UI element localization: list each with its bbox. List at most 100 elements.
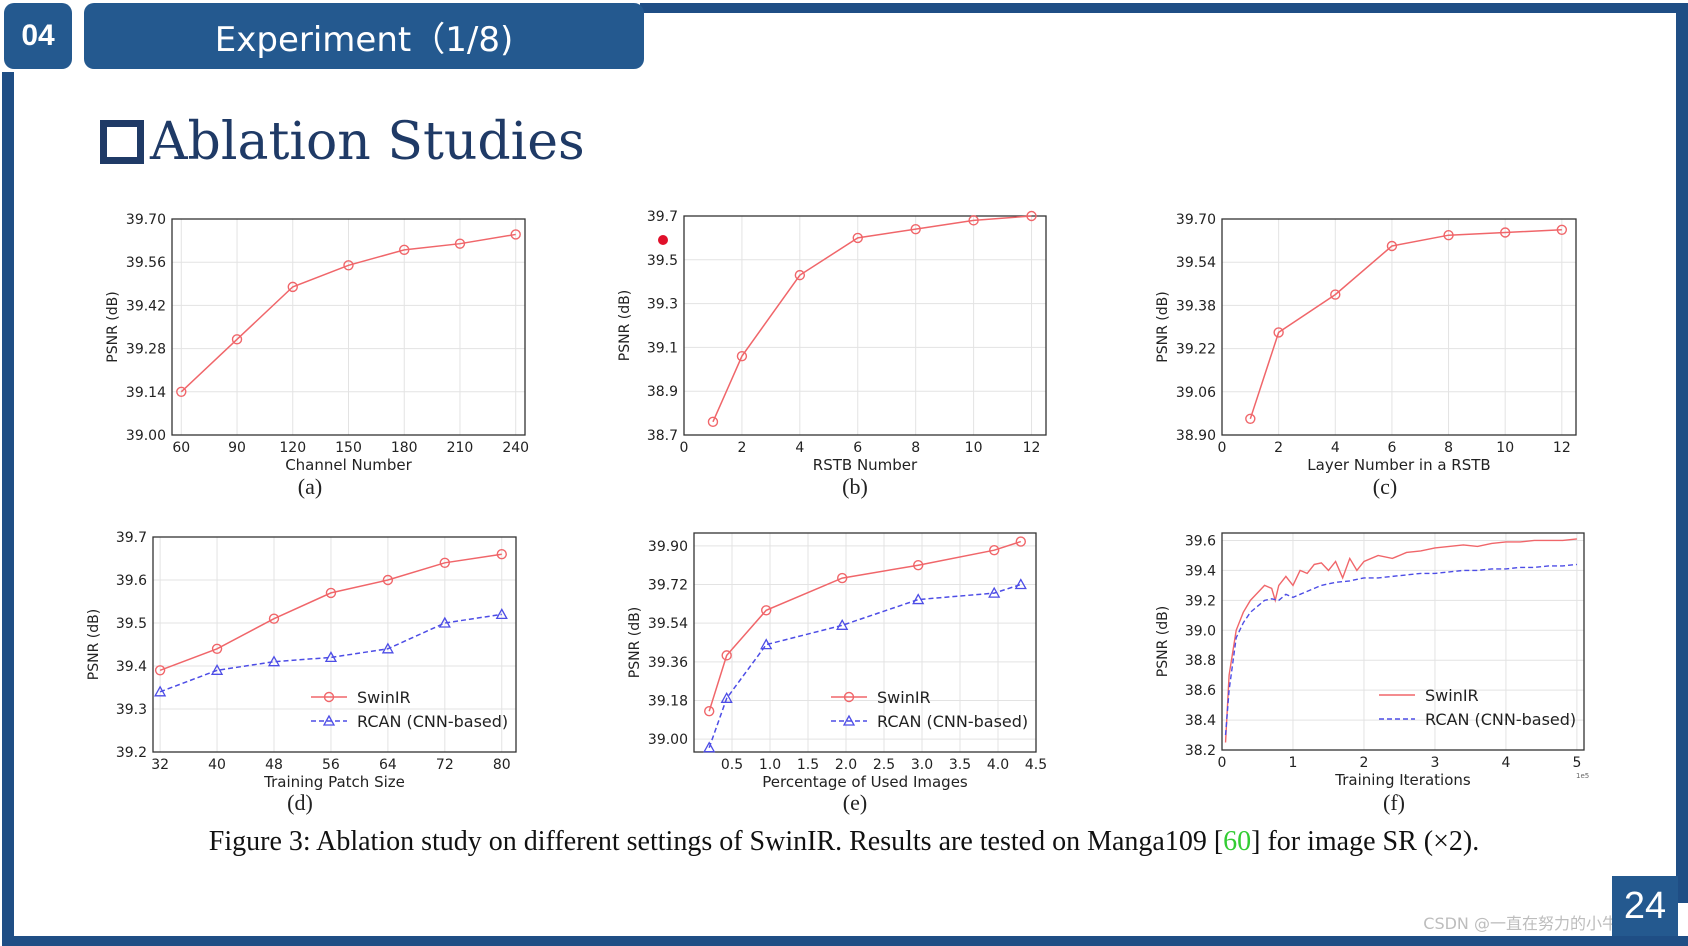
y-tick-label: 39.6 — [1185, 533, 1216, 549]
x-tick-label: 4 — [1331, 440, 1340, 456]
data-point-swinir — [211, 643, 223, 654]
x-tick-label: 10 — [965, 440, 983, 456]
x-axis-label: Percentage of Used Images — [762, 773, 968, 791]
y-tick-label: 39.06 — [1176, 385, 1216, 401]
data-point-swinir — [989, 544, 1000, 556]
y-tick-label: 39.3 — [647, 297, 678, 313]
y-axis-label: PSNR (dB) — [1155, 291, 1171, 362]
legend-label-swinir: SwinIR — [357, 688, 411, 707]
page-number: 24 — [1612, 876, 1678, 936]
plot-frame — [1221, 532, 1585, 751]
data-point-rcan — [438, 616, 451, 628]
x-tick-label: 12 — [1553, 440, 1571, 456]
y-tick-label: 39.4 — [116, 659, 147, 675]
x-tick-label: 4 — [1501, 755, 1510, 771]
data-point-swinir — [1443, 229, 1454, 241]
x-tick-label: 4 — [795, 440, 804, 456]
x-tick-label: 32 — [151, 757, 169, 773]
x-tick-label: 8 — [1444, 440, 1453, 456]
x-axis-label: Training Iterations — [1334, 771, 1471, 789]
frame-right-bar — [1676, 3, 1688, 903]
slide-title: Experiment（1/8) — [84, 3, 644, 69]
x-tick-label: 2.5 — [873, 757, 895, 773]
caption-suffix: ] for image SR (×2). — [1251, 826, 1480, 857]
y-tick-label: 39.72 — [648, 578, 688, 594]
series-line-swinir — [712, 215, 1032, 423]
data-point-rcan — [210, 663, 224, 675]
data-point-swinir — [968, 215, 979, 226]
data-point-swinir — [761, 605, 772, 616]
y-tick-label: 39.0 — [1185, 623, 1216, 639]
x-tick-label: 2 — [737, 440, 746, 456]
legend-marker-swinir — [323, 691, 335, 703]
y-tick-label: 39.3 — [116, 702, 147, 718]
subfigure-label: (d) — [287, 790, 313, 815]
x-tick-label: 72 — [436, 757, 454, 773]
y-tick-label: 39.2 — [116, 745, 147, 761]
x-tick-label: 180 — [391, 440, 418, 456]
x-tick-label: 1.0 — [759, 757, 781, 773]
data-point-rcan — [495, 608, 508, 620]
data-point-swinir — [1015, 536, 1026, 547]
y-tick-label: 39.2 — [1185, 593, 1216, 609]
data-point-swinir — [721, 650, 732, 661]
x-tick-label: 48 — [265, 757, 283, 773]
x-axis-label: Channel Number — [285, 456, 412, 474]
y-tick-label: 39.14 — [126, 385, 166, 401]
y-tick-label: 38.2 — [1185, 743, 1216, 759]
y-tick-label: 39.36 — [648, 655, 688, 671]
y-tick-label: 39.70 — [1176, 212, 1216, 228]
data-point-swinir — [1386, 240, 1398, 252]
x-tick-label: 3 — [1430, 755, 1439, 771]
data-point-rcan — [836, 618, 849, 630]
legend-label-swinir: SwinIR — [877, 688, 931, 707]
chart-a: 60 90 120 150 180 210 240 39.00 39.14 39.28 39.42 3… — [105, 212, 529, 499]
y-tick-label: 39.70 — [126, 212, 166, 228]
square-bullet-icon — [100, 120, 144, 164]
section-number-badge: 04 — [4, 3, 72, 69]
x-tick-label: 90 — [228, 440, 246, 456]
x-tick-label: 0 — [1218, 440, 1227, 456]
y-tick-label: 38.8 — [1185, 653, 1216, 669]
data-point-swinir — [736, 350, 748, 362]
x-tick-label: 2.0 — [835, 757, 857, 773]
x-axis-label: Layer Number in a RSTB — [1307, 456, 1490, 474]
x-tick-label: 0 — [1218, 755, 1227, 771]
series-line-swinir — [1224, 538, 1577, 743]
caption-reference-link[interactable]: 60 — [1223, 826, 1252, 857]
data-point-swinir — [154, 665, 166, 676]
data-point-swinir — [496, 549, 507, 560]
chart-f: 0 1 2 3 4 5 38.2 38.4 38.6 38.8 39.0 39.2 39.4 39.6 Tr… — [1155, 532, 1589, 815]
y-tick-label: 39.5 — [116, 616, 147, 632]
y-tick-label: 38.90 — [1176, 428, 1216, 444]
y-tick-label: 39.7 — [647, 209, 678, 225]
y-tick-label: 39.22 — [1176, 342, 1216, 358]
y-axis-label: PSNR (dB) — [617, 290, 633, 361]
y-axis-label: PSNR (dB) — [105, 291, 121, 362]
data-point-swinir — [1499, 227, 1511, 238]
plot-frame — [152, 536, 517, 753]
data-point-swinir — [707, 416, 719, 428]
data-point-rcan — [267, 655, 281, 667]
data-point-swinir — [454, 238, 466, 249]
x-tick-label: 10 — [1496, 440, 1514, 456]
x-tick-label: 6 — [1387, 440, 1396, 456]
data-point-swinir — [176, 386, 187, 397]
data-point-swinir — [1026, 210, 1037, 222]
x-tick-label: 210 — [447, 440, 474, 456]
y-tick-label: 39.4 — [1185, 563, 1216, 579]
subfigure-label: (e) — [843, 790, 867, 815]
y-axis-label: PSNR (dB) — [627, 607, 643, 678]
plot-frame — [1221, 218, 1577, 436]
data-point-swinir — [287, 281, 298, 293]
x-tick-label: 5 — [1572, 755, 1581, 771]
x-tick-label: 4.0 — [987, 757, 1009, 773]
legend-marker-rcan — [842, 714, 856, 726]
y-tick-label: 39.00 — [648, 732, 688, 748]
x-tick-label: 56 — [322, 757, 340, 773]
x-tick-label: 2 — [1274, 440, 1283, 456]
data-point-rcan — [154, 685, 167, 697]
y-tick-label: 39.90 — [648, 539, 688, 555]
data-point-swinir — [325, 587, 337, 599]
x-tick-label: 0 — [680, 440, 689, 456]
